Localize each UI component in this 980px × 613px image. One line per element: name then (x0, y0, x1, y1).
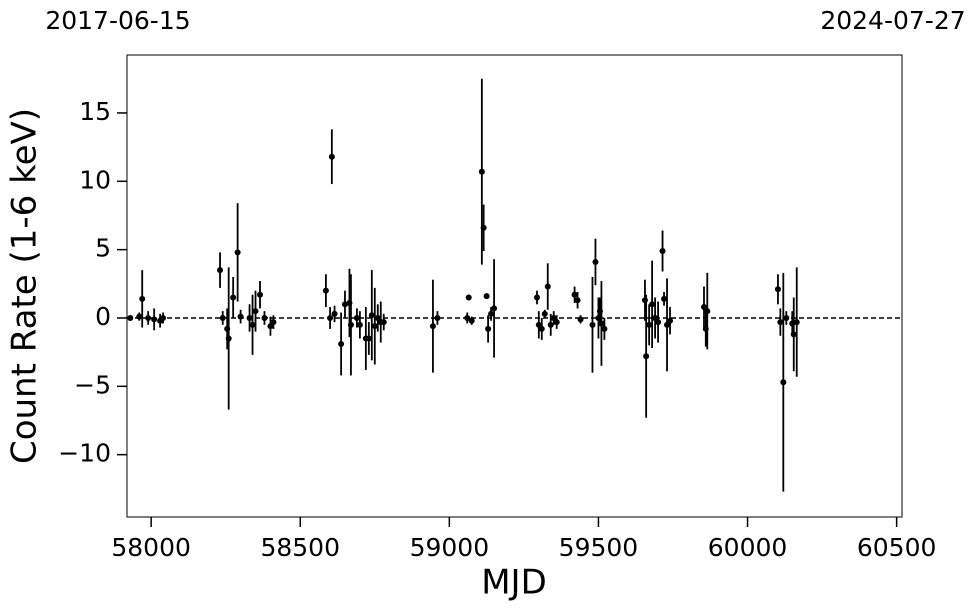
data-point (151, 316, 158, 323)
data-point (356, 321, 363, 328)
data-point (577, 316, 584, 323)
data-point (793, 319, 800, 326)
data-point (643, 353, 650, 360)
data-point (701, 304, 708, 311)
data-point (136, 313, 143, 320)
y-tick-label: 10 (79, 165, 111, 194)
y-tick-label: 5 (95, 234, 111, 263)
data-point (371, 323, 378, 330)
data-point (553, 319, 560, 326)
data-point (641, 297, 648, 304)
data-point (252, 308, 259, 315)
x-tick-label: 60000 (708, 533, 788, 562)
x-axis-label: MJD (481, 563, 547, 603)
data-point (327, 314, 334, 321)
data-point (571, 291, 578, 298)
data-point (667, 317, 674, 324)
data-point (270, 319, 277, 326)
data-point (338, 340, 345, 347)
data-point (234, 249, 241, 256)
data-point (380, 319, 387, 326)
data-point (365, 335, 372, 342)
data-point (544, 283, 551, 290)
data-point (230, 294, 237, 301)
data-point (127, 314, 134, 321)
data-point (704, 308, 711, 315)
top-date-label: 2024-07-27 (820, 6, 965, 35)
data-point (219, 314, 226, 321)
data-point (465, 294, 472, 301)
data-point (368, 312, 375, 319)
data-point (655, 319, 662, 326)
data-point (256, 291, 263, 298)
data-point (249, 321, 256, 328)
data-point (783, 314, 790, 321)
data-point (217, 267, 224, 274)
data-point (485, 325, 492, 332)
top-date-label: 2017-06-15 (45, 6, 190, 35)
plot-frame (126, 54, 903, 518)
x-tick-label: 59500 (559, 533, 639, 562)
y-tick-label: −5 (74, 370, 111, 399)
data-point (589, 321, 596, 328)
y-tick-label: 15 (79, 97, 111, 126)
data-point (237, 313, 244, 320)
data-point (145, 314, 152, 321)
data-point (574, 297, 581, 304)
data-point (328, 153, 335, 160)
data-point (464, 314, 471, 321)
data-point (774, 286, 781, 293)
data-point (483, 293, 490, 300)
x-tick-label: 58500 (260, 533, 340, 562)
y-axis-label: Count Rate (1-6 keV) (5, 108, 45, 464)
data-point (347, 321, 354, 328)
data-point (659, 248, 666, 255)
data-point (225, 335, 232, 342)
data-point (534, 294, 541, 301)
data-point (661, 295, 668, 302)
data-point (139, 295, 146, 302)
data-point (790, 331, 797, 338)
y-tick-label: 0 (95, 302, 111, 331)
data-point (541, 310, 548, 317)
data-point (478, 168, 485, 175)
data-point (491, 305, 498, 312)
data-point (538, 325, 545, 332)
y-tick-label: −10 (58, 439, 111, 468)
data-point (353, 314, 360, 321)
data-point (592, 258, 599, 265)
data-point (646, 321, 653, 328)
data-point (780, 379, 787, 386)
data-point (547, 321, 554, 328)
data-point (598, 320, 605, 327)
data-point (488, 310, 495, 317)
data-point (429, 323, 436, 330)
x-tick-label: 58000 (111, 533, 191, 562)
x-tick-label: 60500 (857, 533, 937, 562)
data-point (480, 224, 487, 231)
data-point (322, 287, 329, 294)
data-point (331, 310, 338, 317)
data-point (434, 314, 441, 321)
data-point (649, 301, 656, 308)
x-tick-label: 59000 (410, 533, 490, 562)
data-point (601, 325, 608, 332)
data-point (468, 317, 475, 324)
data-point (246, 314, 253, 321)
data-point (777, 319, 784, 326)
data-point (160, 314, 167, 321)
data-point (261, 314, 268, 321)
